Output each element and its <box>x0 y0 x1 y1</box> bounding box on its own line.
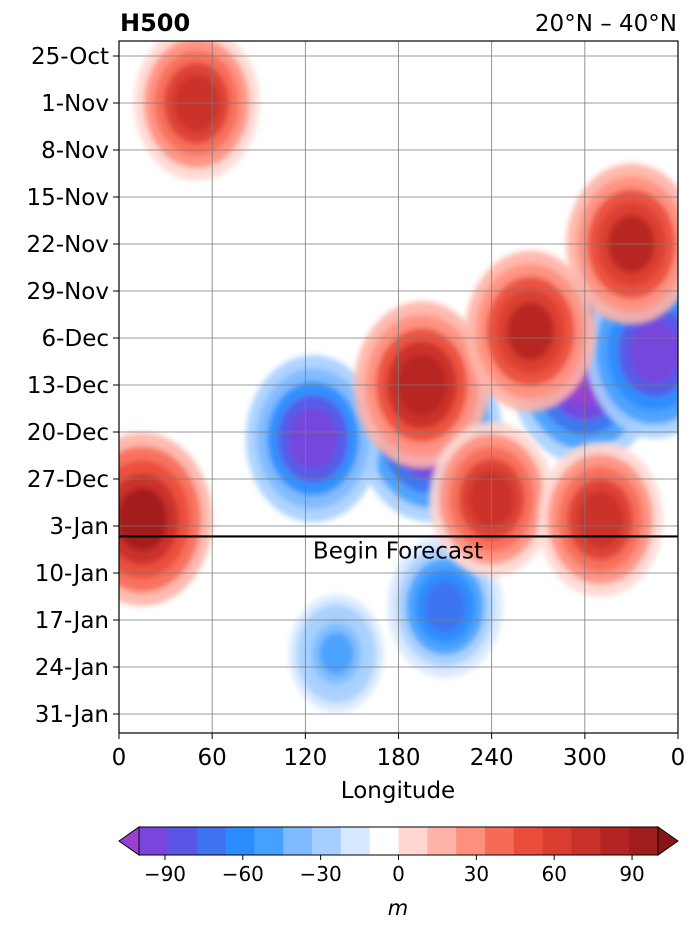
chart-title: H500 <box>120 9 190 37</box>
x-tick-label: 0 <box>671 745 686 771</box>
y-tick-label: 13-Dec <box>27 373 109 399</box>
y-tick-label: 27-Dec <box>27 467 109 493</box>
colorbar-tick-label: 90 <box>619 862 644 886</box>
colorbar-swatch <box>167 827 198 855</box>
anomaly-contour <box>507 302 554 361</box>
colorbar-tick-label: 30 <box>464 862 489 886</box>
colorbar-swatch <box>456 827 486 855</box>
anomaly-feature <box>119 432 213 607</box>
colorbar-swatch <box>600 827 630 855</box>
colorbar-tick-label: 60 <box>541 862 566 886</box>
x-tick-label: 0 <box>112 745 127 771</box>
anomaly-feature <box>288 594 384 713</box>
colorbar-tick-label: 0 <box>392 862 405 886</box>
x-tick-label: 60 <box>198 745 227 771</box>
anomaly-feature <box>245 355 381 523</box>
anomaly-contour <box>288 408 338 469</box>
gridlines <box>119 41 678 733</box>
colorbar-tick-label: −60 <box>222 862 264 886</box>
colorbar-swatch <box>283 827 313 855</box>
anomaly-contour <box>629 320 678 383</box>
colorbar-swatch <box>513 827 544 855</box>
anomaly-feature <box>465 250 596 412</box>
colorbar-swatch <box>369 827 400 855</box>
colorbar-swatch <box>340 827 371 855</box>
y-tick-label: 10-Jan <box>35 561 109 587</box>
colorbar-swatch <box>542 827 573 855</box>
x-tick-label: 120 <box>283 745 327 771</box>
y-tick-label: 25-Oct <box>31 44 109 70</box>
anomaly-contour <box>577 491 623 548</box>
colorbar-swatch <box>485 827 515 855</box>
y-tick-label: 1-Nov <box>41 91 109 117</box>
anomaly-contour <box>424 580 466 633</box>
colorbar-swatch <box>139 827 169 855</box>
begin-forecast-label: Begin Forecast <box>313 538 483 564</box>
y-tick-label: 15-Nov <box>27 185 109 211</box>
plot-area: Begin Forecast <box>119 41 678 733</box>
colorbar-swatch <box>571 827 601 855</box>
anomaly-feature <box>537 441 663 597</box>
chart-subtitle: 20°N – 40°N <box>535 11 677 37</box>
colorbar-tick-label: −30 <box>300 862 342 886</box>
colorbar-swatch <box>427 827 457 855</box>
y-tick-label: 6-Dec <box>42 326 109 352</box>
y-tick-label: 3-Jan <box>49 514 109 540</box>
colorbar-extend-low <box>118 826 140 856</box>
colorbar-tick-label: −90 <box>144 862 186 886</box>
y-tick-label: 17-Jan <box>35 608 109 634</box>
colorbar-swatch <box>254 827 284 855</box>
y-tick-label: 22-Nov <box>27 232 109 258</box>
colorbar: −90 −60 −30 0 30 60 90 <box>118 826 679 886</box>
y-axis: 25-Oct 1-Nov 8-Nov 15-Nov 22-Nov 29-Nov 6-Dec 1… <box>27 44 119 728</box>
anomaly-contour <box>319 632 354 675</box>
colorbar-swatch <box>225 827 255 855</box>
x-tick-label: 240 <box>470 745 514 771</box>
x-axis: 0 60 120 180 240 300 0 <box>112 733 686 771</box>
colorbar-extend-high <box>657 826 679 856</box>
x-tick-label: 180 <box>377 745 421 771</box>
y-tick-label: 20-Dec <box>27 420 109 446</box>
x-tick-label: 300 <box>563 745 607 771</box>
y-tick-label: 29-Nov <box>27 279 109 305</box>
anomaly-contour <box>119 488 168 551</box>
y-tick-label: 31-Jan <box>35 702 109 728</box>
y-tick-label: 24-Jan <box>35 655 109 681</box>
x-axis-label: Longitude <box>341 778 455 804</box>
colorbar-label: m <box>388 896 408 920</box>
colorbar-swatch <box>196 827 227 855</box>
colorbar-swatch <box>312 827 342 855</box>
colorbar-swatch <box>629 827 659 855</box>
y-tick-label: 8-Nov <box>41 138 109 164</box>
colorbar-swatch <box>398 827 428 855</box>
